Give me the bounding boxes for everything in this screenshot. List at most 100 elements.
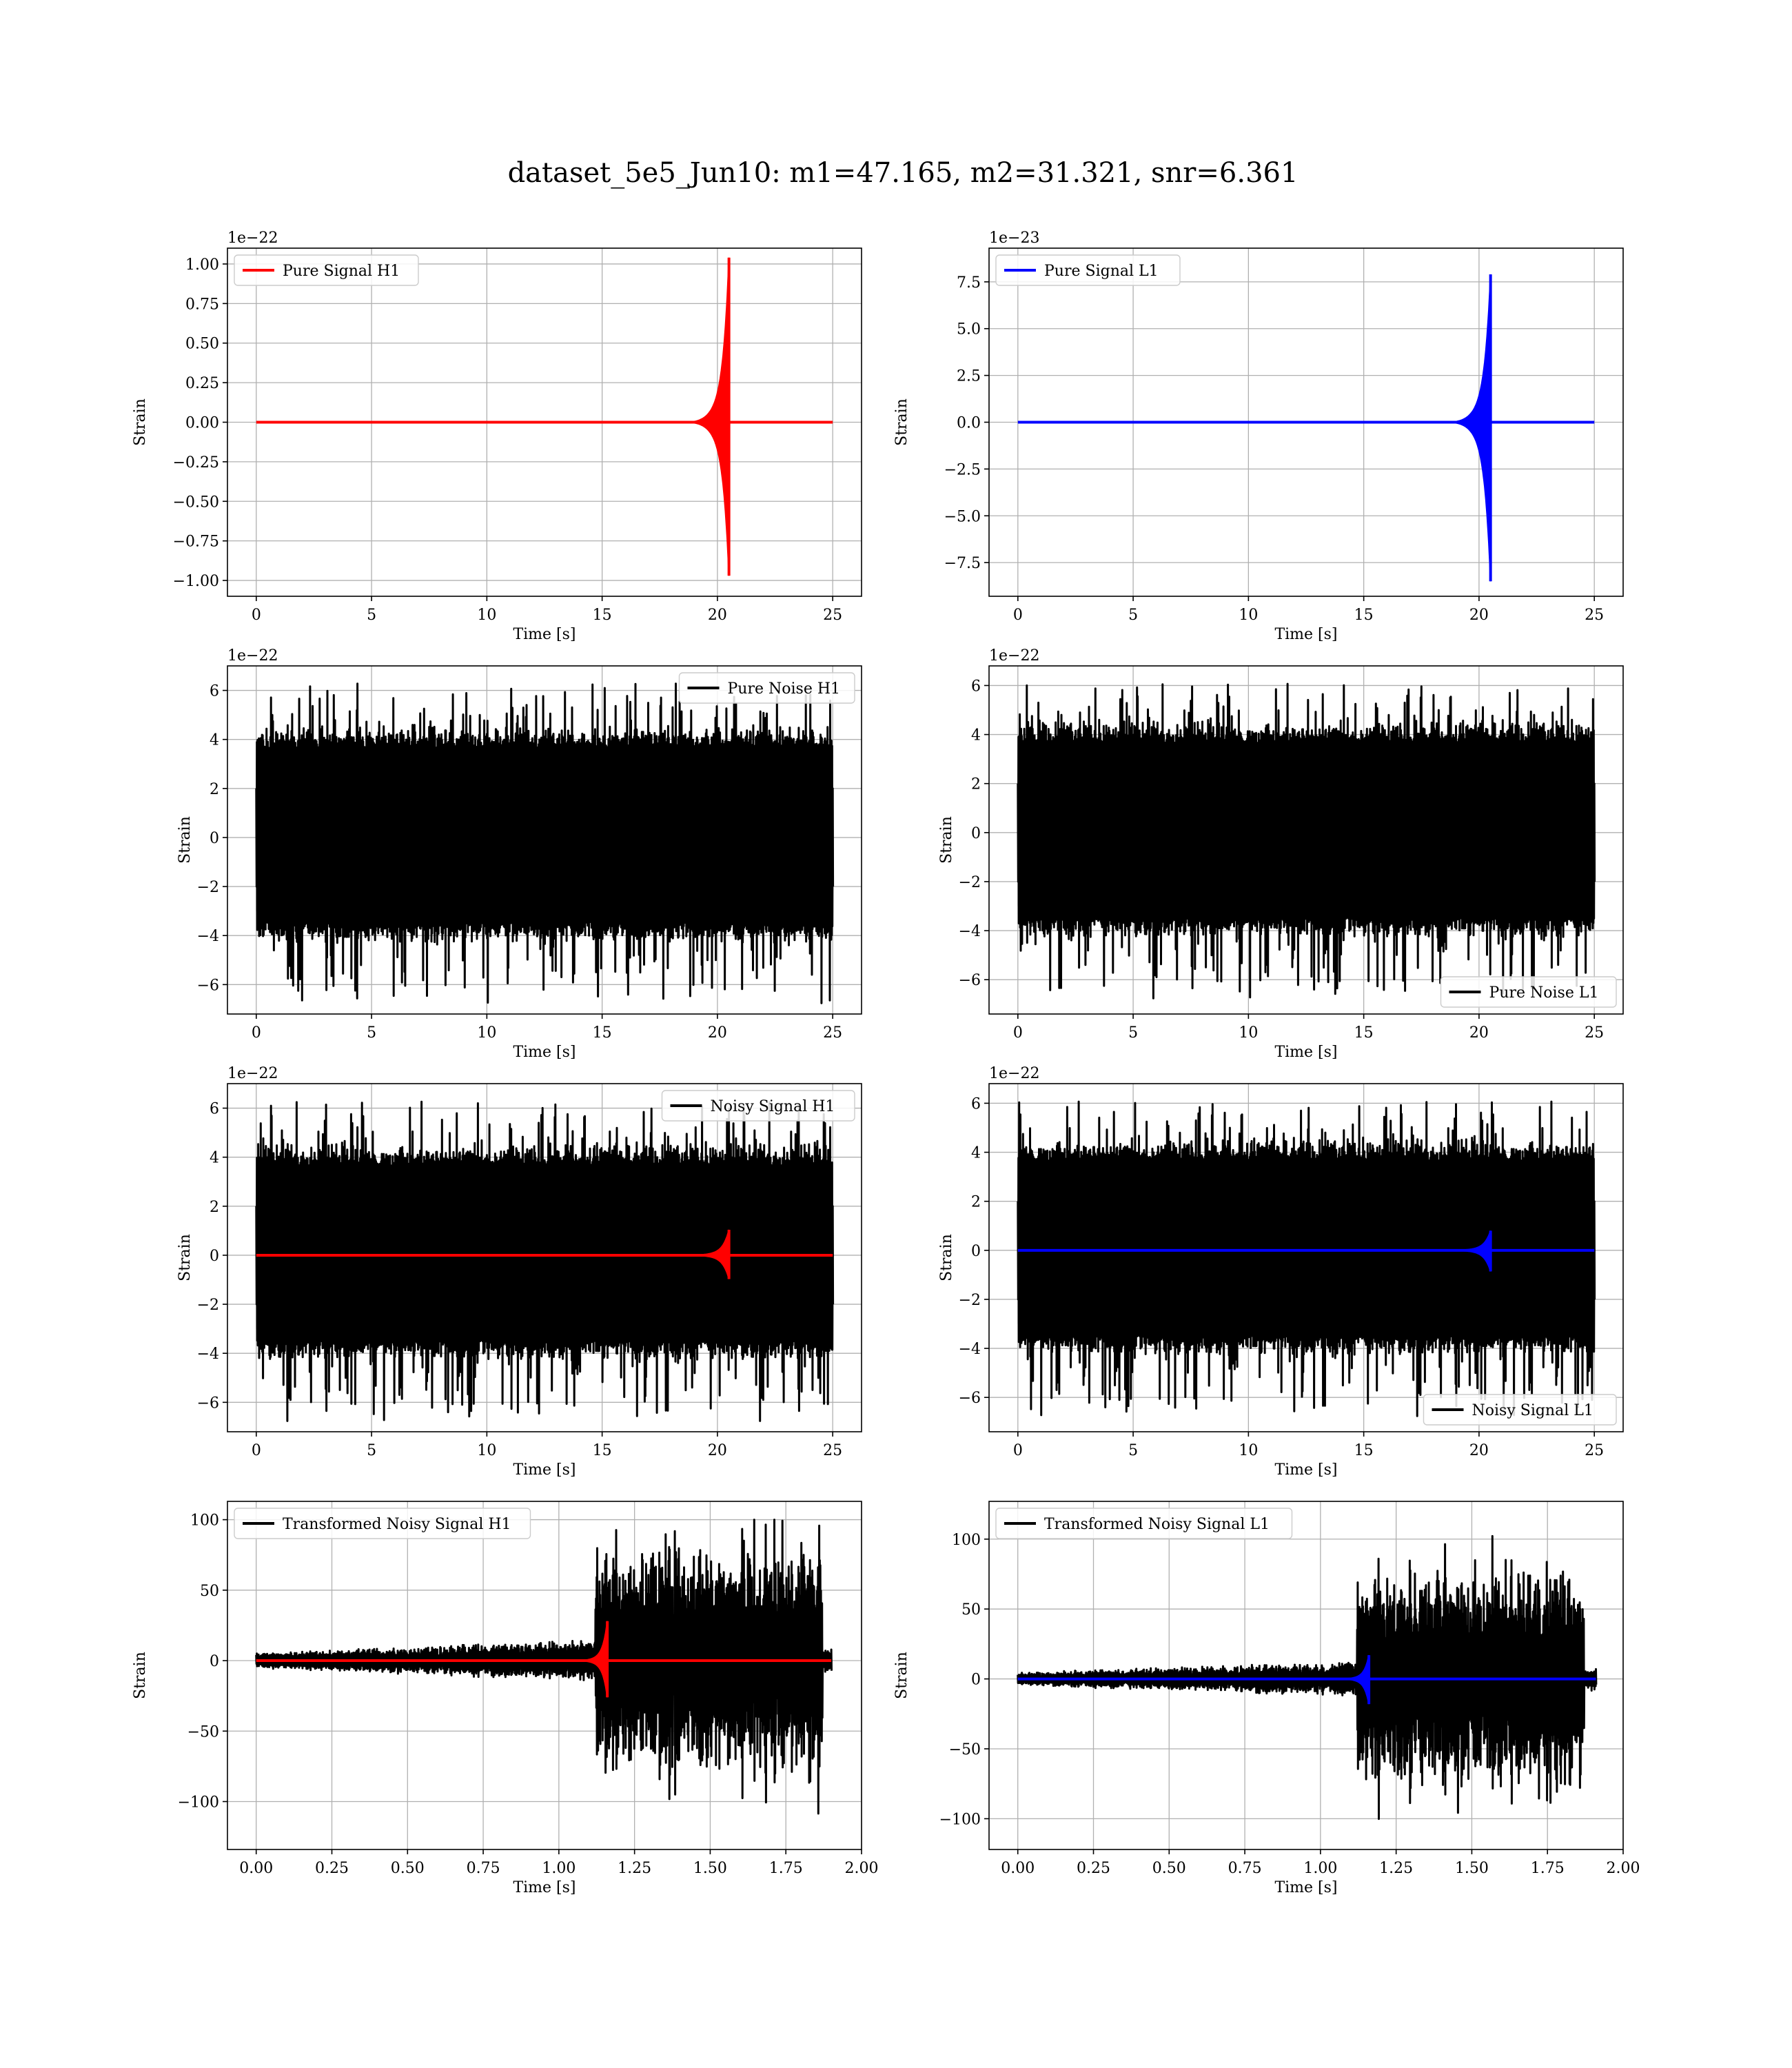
plot-area xyxy=(1017,682,1596,1000)
y-tick-label: −5.0 xyxy=(944,508,981,525)
x-tick-label: 15 xyxy=(1354,1024,1374,1042)
signal-chirp xyxy=(682,257,730,576)
x-axis-label: Time [s] xyxy=(513,1461,576,1479)
y-tick-label: −4 xyxy=(197,928,219,945)
y-tick-label: −0.25 xyxy=(173,454,219,472)
x-tick-label: 2.00 xyxy=(1607,1860,1640,1877)
x-tick-label: 10 xyxy=(477,1442,496,1459)
legend-box xyxy=(661,1090,855,1122)
x-tick-label: 10 xyxy=(1239,1442,1258,1459)
grid-lines xyxy=(227,1501,862,1849)
y-tick-label: 0 xyxy=(210,1248,219,1265)
y-axis-label: Strain xyxy=(132,398,149,446)
x-tick-label: 1.25 xyxy=(1379,1860,1413,1877)
chart-noisy-signal-h1: 0 5 10 15 20 25 −6 −4 −2 0 2 4 6 Time [s] Strain 1e−22 N… xyxy=(176,1065,862,1479)
legend-label: Noisy Signal L1 xyxy=(1472,1402,1594,1419)
x-tick-label: 5 xyxy=(367,1024,376,1042)
y-tick-label: 0.50 xyxy=(185,336,219,353)
y-tick-label: 0.0 xyxy=(957,415,981,432)
x-tick-label: 20 xyxy=(1469,1442,1489,1459)
legend: Pure Noise H1 xyxy=(678,672,855,704)
x-tick-label: 0.75 xyxy=(467,1860,500,1877)
offset-text: 1e−22 xyxy=(989,1065,1039,1082)
y-tick-label: −6 xyxy=(197,977,219,994)
x-tick-label: 1.00 xyxy=(542,1860,576,1877)
legend-box xyxy=(1423,1394,1617,1426)
x-axis-label: Time [s] xyxy=(1274,1461,1337,1479)
x-axis-label: Time [s] xyxy=(513,1044,576,1061)
x-tick-label: 20 xyxy=(1469,607,1489,624)
chart-transformed-noisy-signal-l1: 0.00 0.25 0.50 0.75 1.00 1.25 1.50 1.75 2.00 −100… xyxy=(893,1501,1640,1896)
axes-frame xyxy=(227,665,862,1015)
y-tick-label: 7.5 xyxy=(957,274,981,292)
y-tick-label: 0 xyxy=(210,1653,219,1670)
y-tick-label: 0.25 xyxy=(185,375,219,392)
x-tick-label: 0.25 xyxy=(315,1860,349,1877)
y-axis-label: Strain xyxy=(938,1234,955,1281)
x-tick-label: 1.50 xyxy=(693,1860,727,1877)
x-tick-label: 0.25 xyxy=(1077,1860,1110,1877)
x-tick-label: 1.25 xyxy=(618,1860,651,1877)
y-tick-label: −2 xyxy=(197,1297,219,1314)
x-tick-label: 5 xyxy=(367,607,376,624)
legend-box xyxy=(678,672,855,704)
axes-frame xyxy=(227,1501,862,1850)
x-tick-label: 5 xyxy=(1128,1442,1138,1459)
y-tick-label: 100 xyxy=(952,1532,981,1549)
x-tick-label: 0.00 xyxy=(1001,1860,1035,1877)
noise-core xyxy=(256,1177,833,1329)
y-tick-label: −4 xyxy=(197,1346,219,1363)
y-tick-label: −50 xyxy=(187,1723,219,1741)
x-axis-label: Time [s] xyxy=(1274,1044,1337,1061)
y-tick-label: 2.5 xyxy=(957,368,981,385)
x-tick-label: 0 xyxy=(1013,1442,1023,1459)
x-tick-label: 1.75 xyxy=(769,1860,803,1877)
x-tick-label: 5 xyxy=(367,1442,376,1459)
x-tick-label: 25 xyxy=(823,1442,842,1459)
y-tick-label: 1.00 xyxy=(185,256,219,274)
plot-area xyxy=(256,257,833,576)
x-tick-label: 0.50 xyxy=(1152,1860,1186,1877)
axes-frame xyxy=(988,1501,1624,1850)
y-tick-label: −100 xyxy=(939,1811,981,1828)
x-tick-label: 0 xyxy=(1013,607,1023,624)
legend-box xyxy=(1440,976,1617,1008)
signal-chirp xyxy=(1443,274,1491,582)
legend-label: Transformed Noisy Signal H1 xyxy=(283,1516,511,1533)
plot-area xyxy=(255,1519,833,1815)
legend-label: Pure Signal H1 xyxy=(283,263,400,280)
x-axis-label: Time [s] xyxy=(513,626,576,643)
y-tick-label: −7.5 xyxy=(944,555,981,572)
x-tick-label: 25 xyxy=(823,607,842,624)
x-axis-label: Time [s] xyxy=(1274,1879,1337,1896)
y-tick-label: 6 xyxy=(210,1101,219,1118)
transformed-trace xyxy=(1017,1534,1598,1821)
y-axis-label: Strain xyxy=(938,816,955,864)
x-tick-label: 1.00 xyxy=(1303,1860,1337,1877)
x-tick-label: 10 xyxy=(477,1024,496,1042)
x-tick-label: 25 xyxy=(823,1024,842,1042)
y-axis-label: Strain xyxy=(176,1234,194,1281)
legend: Noisy Signal H1 xyxy=(661,1090,855,1122)
offset-text: 1e−22 xyxy=(227,1065,278,1082)
x-tick-label: 20 xyxy=(708,1442,727,1459)
noise-core xyxy=(1017,1172,1595,1324)
legend-box xyxy=(234,1508,531,1539)
chart-pure-signal-h1: 0 5 10 15 20 25 −1.00 −0.75 −0.50 −0.25 0.00 0.25 0.… xyxy=(132,230,862,643)
x-tick-label: 25 xyxy=(1585,607,1604,624)
chart-noisy-signal-l1: 0 5 10 15 20 25 −6 −4 −2 0 2 4 6 Time [s] Strain 1e−22 N… xyxy=(938,1065,1624,1479)
y-tick-label: −2.5 xyxy=(944,461,981,478)
y-tick-label: 5.0 xyxy=(957,321,981,338)
x-axis-label: Time [s] xyxy=(513,1879,576,1896)
x-tick-label: 5 xyxy=(1128,1024,1138,1042)
noise-core xyxy=(1017,754,1595,906)
x-tick-label: 0 xyxy=(1013,1024,1023,1042)
plot-area xyxy=(1017,1534,1598,1821)
y-tick-label: 0 xyxy=(210,830,219,847)
y-tick-label: 4 xyxy=(971,727,981,744)
x-tick-label: 15 xyxy=(593,1024,612,1042)
legend-label: Pure Signal L1 xyxy=(1044,263,1159,280)
x-tick-label: 20 xyxy=(708,1024,727,1042)
y-tick-label: 6 xyxy=(971,1095,981,1113)
